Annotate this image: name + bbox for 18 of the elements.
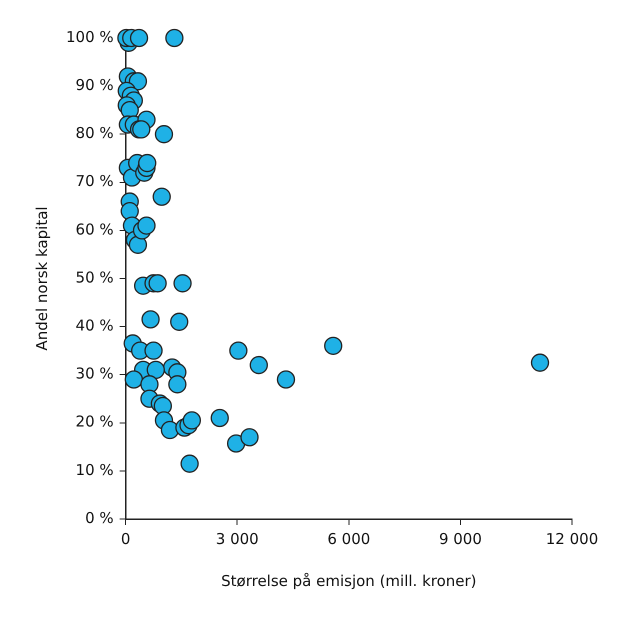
y-tick-label: 70 % bbox=[76, 172, 114, 190]
x-tick-label: 12 000 bbox=[546, 530, 598, 548]
y-tick-label: 30 % bbox=[76, 364, 114, 383]
y-tick-label: 60 % bbox=[76, 220, 114, 238]
y-tick-label: 20 % bbox=[76, 412, 114, 431]
y-tick-label: 0 % bbox=[85, 508, 114, 527]
y-tick-label: 10 % bbox=[76, 460, 114, 479]
x-axis-title: Størrelse på emisjon (mill. kroner) bbox=[221, 572, 477, 590]
y-tick-label: 100 % bbox=[66, 28, 114, 46]
x-tick-label: 6 000 bbox=[327, 530, 370, 548]
y-tick-label: 50 % bbox=[76, 268, 114, 286]
x-tick-label: 3 000 bbox=[216, 530, 259, 548]
x-tick-label: 9 000 bbox=[438, 530, 482, 548]
y-axis-title: Andel norsk kapital bbox=[32, 206, 51, 351]
x-tick-label: 0 bbox=[120, 530, 130, 548]
y-tick-label: 90 % bbox=[76, 76, 114, 94]
y-tick-label: 40 % bbox=[76, 316, 114, 334]
y-tick-label: 80 % bbox=[76, 124, 114, 142]
